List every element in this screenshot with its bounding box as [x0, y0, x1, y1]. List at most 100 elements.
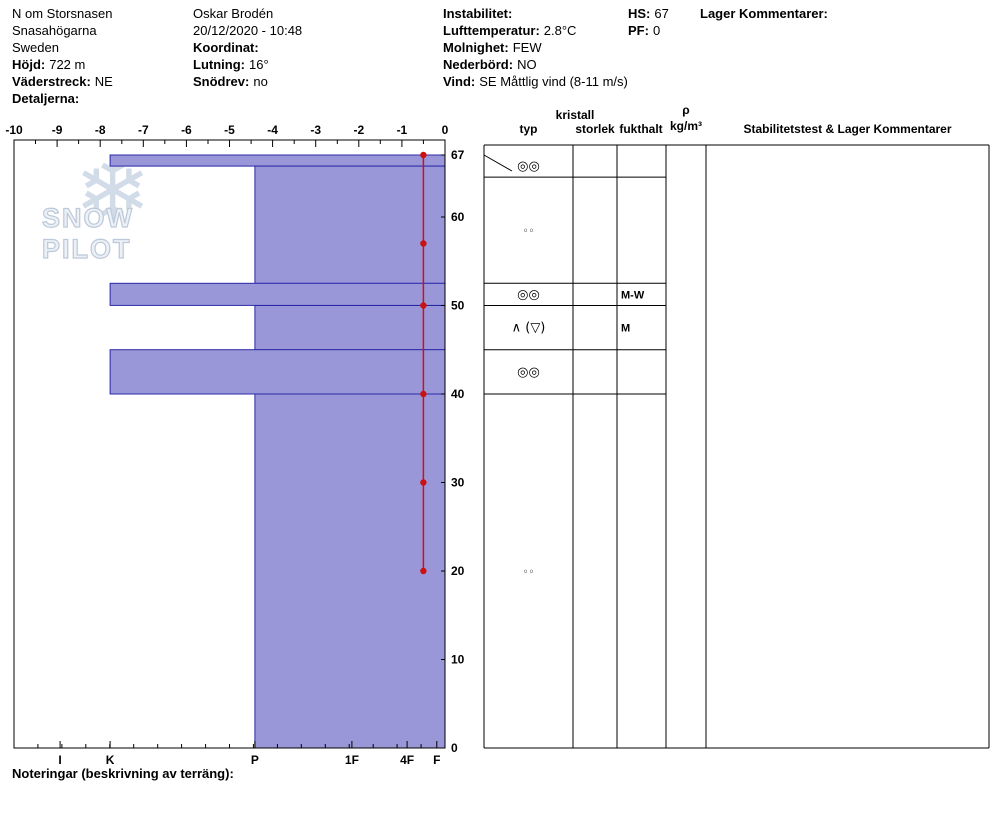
grain-type-symbol: ◦◦ [523, 226, 535, 237]
hardness-tick-label: I [58, 753, 61, 767]
field-detaljerna-label: Detaljerna: [12, 91, 80, 106]
depth-tick-label: 30 [451, 476, 465, 490]
field-snodrev-value: no [253, 74, 268, 89]
temp-tick-label: -8 [95, 123, 106, 137]
field-lufttemperatur-value: 2.8°C [543, 23, 577, 38]
hardness-tick-label: 4F [400, 753, 414, 767]
col-header-rho-unit: kg/m³ [669, 119, 702, 133]
col-header-stability-comments: Stabilitetstest & Lager Kommentarer [743, 122, 952, 136]
grain-type-symbol: ◎◎ [517, 159, 540, 174]
field-koordinat-label: Koordinat: [193, 40, 259, 55]
depth-tick-label: 40 [451, 387, 465, 401]
field-hojd: Höjd: 722 m [12, 57, 85, 73]
slope-surface-line [483, 154, 513, 172]
temperature-point [420, 151, 427, 159]
temp-tick-label: -10 [5, 123, 23, 137]
field-lutning-label: Lutning: [193, 57, 245, 72]
temp-tick-label: -3 [310, 123, 321, 137]
temperature-point [420, 479, 427, 486]
temp-tick-label: -6 [181, 123, 192, 137]
col-header-typ: typ [519, 122, 538, 136]
observer-name-text: Oskar Brodén [193, 6, 274, 21]
field-hs: HS: 67 [628, 6, 669, 22]
field-vind-value: SE Måttlig vind (8-11 m/s) [479, 74, 628, 89]
field-hs-label: HS: [628, 6, 651, 21]
temperature-point [420, 567, 427, 575]
field-pf-label: PF: [628, 23, 649, 38]
hardness-tick-label: 1F [345, 753, 359, 767]
field-vaderstreck: Väderstreck: NE [12, 74, 113, 90]
field-hs-value: 67 [654, 6, 669, 21]
depth-tick-label: 0 [451, 741, 458, 755]
field-lutning: Lutning: 16° [193, 57, 269, 73]
temp-tick-label: -2 [353, 123, 364, 137]
field-hojd-value: 722 m [49, 57, 86, 72]
site-name-text: N om Storsnasen [12, 6, 113, 21]
field-snodrev: Snödrev: no [193, 74, 268, 90]
field-vind: Vind: SE Måttlig vind (8-11 m/s) [443, 74, 628, 90]
field-snodrev-label: Snödrev: [193, 74, 250, 89]
grain-type-symbol: ◎◎ [517, 365, 540, 380]
field-molnighet-label: Molnighet: [443, 40, 509, 55]
site-name: N om Storsnasen [12, 6, 112, 22]
hardness-tick-label: K [106, 753, 115, 767]
grain-type-symbol: ∧ (▽) [512, 321, 546, 336]
field-nederbord-value: NO [517, 57, 537, 72]
depth-tick-label: 20 [451, 564, 465, 578]
grain-type-symbol: ◎◎ [517, 287, 540, 302]
field-vind-label: Vind: [443, 74, 476, 89]
site-country-text: Sweden [12, 40, 59, 55]
hardness-layer-bar [109, 349, 446, 395]
field-lufttemperatur: Lufttemperatur: 2.8°C [443, 23, 576, 39]
depth-tick-label: 10 [451, 653, 465, 667]
moisture-value: M-W [621, 289, 645, 301]
temp-tick-label: -5 [224, 123, 235, 137]
field-nederbord: Nederbörd: NO [443, 57, 537, 73]
hardness-layer-bar [254, 165, 446, 284]
depth-tick-label: 67 [451, 148, 465, 162]
temperature-point [420, 302, 427, 309]
temperature-point [420, 390, 427, 398]
hardness-layer-bar [109, 154, 446, 167]
field-lager-kommentarer: Lager Kommentarer: [700, 6, 828, 22]
depth-tick-label: 50 [451, 299, 465, 313]
field-nederbord-label: Nederbörd: [443, 57, 514, 72]
site-range-text: Snasahögarna [12, 23, 97, 38]
observation-datetime-text: 20/12/2020 - 10:48 [193, 23, 303, 38]
field-pf-value: 0 [652, 23, 661, 38]
col-header-rho-symbol: ρ [682, 103, 690, 117]
noteringar-label: Noteringar (beskrivning av terräng): [12, 766, 234, 781]
hardness-tick-label: F [433, 753, 440, 767]
hardness-layer-bar [109, 282, 446, 306]
field-instabilitet: Instabilitet: [443, 6, 516, 22]
col-header-fukthalt: fukthalt [619, 122, 663, 136]
col-header-storlek: storlek [575, 122, 615, 136]
field-vaderstreck-value: NE [94, 74, 113, 89]
site-country: Sweden [12, 40, 59, 56]
field-hojd-label: Höjd: [12, 57, 46, 72]
site-range: Snasahögarna [12, 23, 97, 39]
col-header-kristall: kristall [555, 108, 595, 122]
temperature-point [420, 240, 427, 247]
temp-tick-label: 0 [442, 123, 449, 137]
observer-name: Oskar Brodén [193, 6, 273, 22]
temp-tick-label: -4 [267, 123, 278, 137]
hardness-tick-label: P [251, 753, 259, 767]
field-lutning-value: 16° [248, 57, 269, 72]
field-detaljerna: Detaljerna: [12, 91, 83, 107]
field-lager-kommentarer-label: Lager Kommentarer: [700, 6, 828, 21]
grain-type-symbol: ◦◦ [523, 567, 535, 578]
temp-tick-label: -1 [397, 123, 408, 137]
hardness-layer-bar [254, 305, 446, 351]
field-lufttemperatur-label: Lufttemperatur: [443, 23, 540, 38]
observation-datetime: 20/12/2020 - 10:48 [193, 23, 302, 39]
field-molnighet: Molnighet: FEW [443, 40, 542, 56]
hardness-layer-bar [254, 393, 446, 749]
temp-tick-label: -9 [52, 123, 63, 137]
field-molnighet-value: FEW [512, 40, 542, 55]
depth-tick-label: 60 [451, 210, 465, 224]
field-vaderstreck-label: Väderstreck: [12, 74, 91, 89]
field-pf: PF: 0 [628, 23, 660, 39]
